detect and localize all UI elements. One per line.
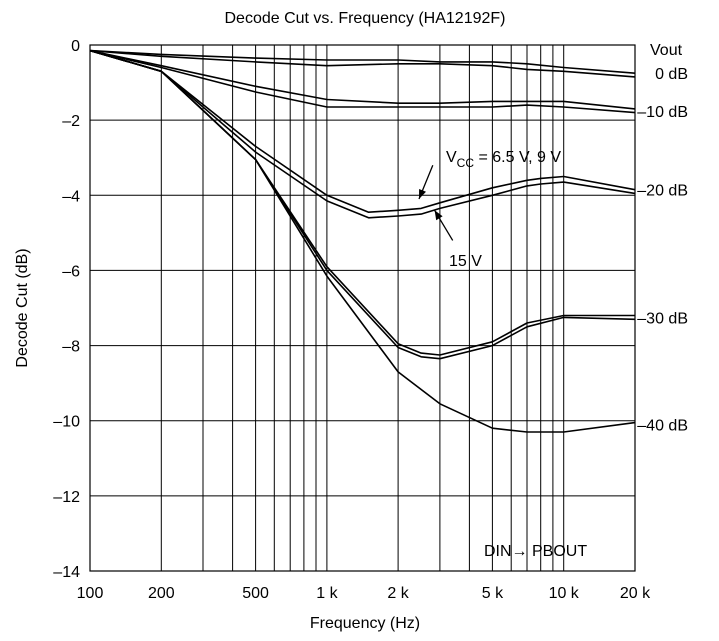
right-axis-label: –10 dB xyxy=(637,104,688,121)
plot-frame xyxy=(89,44,636,572)
series-line-2 xyxy=(89,49,636,78)
vcc-subscript: CC xyxy=(457,156,475,170)
vcc-suffix: = 6.5 V, 9 V xyxy=(474,149,561,166)
right-axis-title: Vout xyxy=(650,42,683,59)
right-axis-label: –30 dB xyxy=(637,310,688,327)
series-line-6 xyxy=(89,49,636,219)
right-axis-labels: 0 dB –10 dB –20 dB –30 dB –40 dB xyxy=(637,66,688,434)
series-line-5 xyxy=(89,49,636,213)
y-tick-label: –14 xyxy=(53,564,80,581)
v15-annotation: 15 V xyxy=(449,253,482,270)
series-line-4 xyxy=(89,49,636,114)
annotation-arrows xyxy=(418,164,454,241)
right-axis-label: –40 dB xyxy=(637,418,688,435)
x-tick-label: 5 k xyxy=(482,585,504,602)
series-line-9 xyxy=(89,49,636,433)
grid xyxy=(90,45,635,571)
x-tick-label: 200 xyxy=(148,585,175,602)
x-tick-label: 500 xyxy=(242,585,269,602)
y-tick-label: –10 xyxy=(53,414,80,431)
right-axis-label: 0 dB xyxy=(655,66,688,83)
y-tick-labels: 0 –2 –4 –6 –8 –10 –12 –14 xyxy=(53,38,80,581)
y-tick-label: –8 xyxy=(62,339,80,356)
vcc-arrow-head xyxy=(419,189,426,199)
y-tick-label: –6 xyxy=(62,263,80,280)
y-axis-label: Decode Cut (dB) xyxy=(14,248,31,367)
x-tick-labels: 100 200 500 1 k 2 k 5 k 10 k 20 k xyxy=(77,585,651,602)
vcc-prefix: V xyxy=(446,149,457,166)
v15-arrow-head xyxy=(434,210,443,221)
series-line-3 xyxy=(89,49,636,110)
x-axis-label: Frequency (Hz) xyxy=(310,615,420,632)
vcc-annotation: VCC = 6.5 V, 9 V xyxy=(446,149,561,170)
x-tick-label: 2 k xyxy=(387,585,409,602)
y-tick-label: –2 xyxy=(62,113,80,130)
y-tick-label: 0 xyxy=(71,38,80,55)
mode-annotation: DIN→ PBOUT xyxy=(484,543,587,560)
x-tick-label: 20 k xyxy=(620,585,651,602)
series-group xyxy=(89,49,636,433)
series-line-1 xyxy=(89,49,636,74)
x-tick-label: 100 xyxy=(77,585,104,602)
y-tick-label: –12 xyxy=(53,489,80,506)
y-tick-label: –4 xyxy=(62,188,80,205)
right-axis-label: –20 dB xyxy=(637,183,688,200)
chart-title: Decode Cut vs. Frequency (HA12192F) xyxy=(224,10,505,27)
x-tick-label: 1 k xyxy=(316,585,338,602)
x-tick-label: 10 k xyxy=(549,585,580,602)
